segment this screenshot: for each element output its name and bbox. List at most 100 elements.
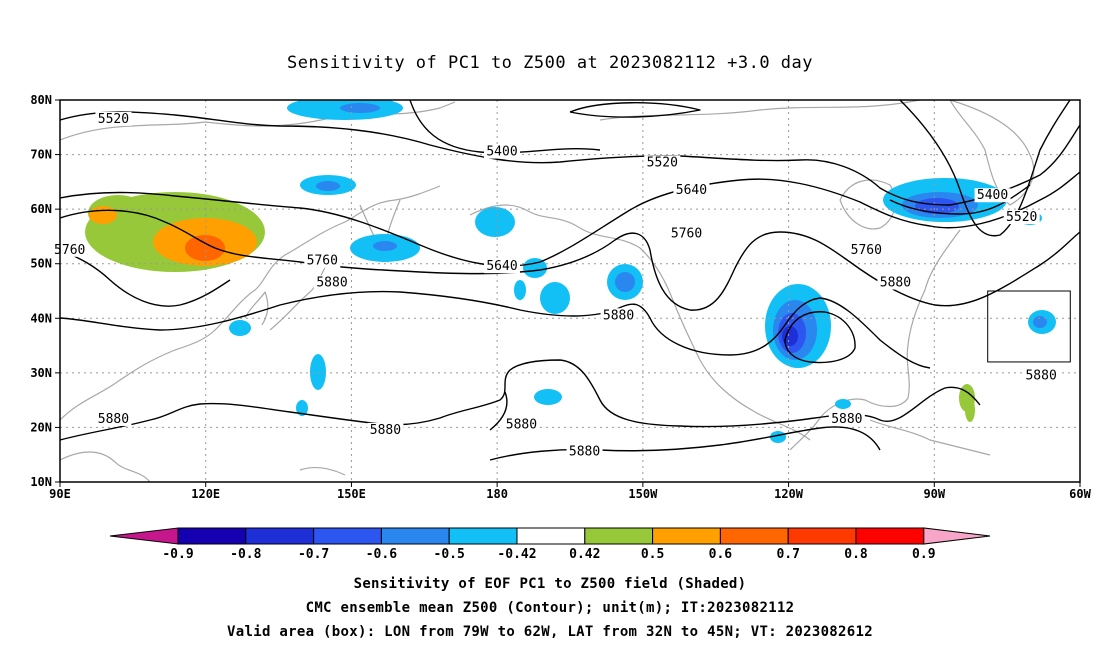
valid-area-box [987,290,1071,363]
lon-tick-label: 150E [337,487,366,501]
footer-line-3: Valid area (box): LON from 79W to 62W, L… [227,624,873,640]
lon-tick-label: 180 [486,487,508,501]
coast-alaska [469,204,641,249]
colorbar-low-extension [109,527,179,545]
lon-tick-label: 120W [774,487,804,501]
contour-5520-north [60,111,1080,206]
colorbar-tick-label: -0.5 [434,547,465,562]
lat-tick-label: 20N [30,420,52,434]
contour-5880-cut-off [784,311,856,364]
lon-tick-label: 60W [1069,487,1091,501]
lat-tick-label: 40N [30,311,52,325]
contour-label-halo [304,253,341,268]
contour-label: 5760 [51,242,88,258]
coast-caribbean [869,419,991,456]
map-panel: 5520 5400 5520 5640 5760 5760 5400 5520 5760 5760… [51,99,1081,483]
sensitivity-patch [340,103,380,113]
lon-tick-label: 150W [628,487,658,501]
contour-label-text: 5760 [307,254,338,269]
contour-label-text: 5880 [370,423,401,438]
contour-label-text: 5640 [486,259,517,274]
contour-label-halo [367,422,404,437]
contour-label-halo [95,411,132,426]
contour-5760-west-lobe [60,249,231,307]
contour-label: 5880 [828,411,865,427]
contour-label: 5760 [304,253,341,269]
figure-title: Sensitivity of PC1 to Z500 at 2023082112… [287,53,813,73]
contour-label-halo [1023,368,1060,383]
map-background [60,100,1080,482]
contour-label-halo [668,226,705,241]
sensitivity-patch [835,399,851,409]
colorbar: -0.9 -0.8 -0.7 -0.6 -0.5 -0.42 0.42 0.5 0.6 0.7 0.… [109,527,991,562]
sensitivity-patch [965,398,975,422]
contour-label: 5880 [877,275,914,291]
colorbar-tick-label: -0.7 [298,547,329,562]
lat-tick-label: 80N [30,93,52,107]
lon-tick-label: 90W [923,487,945,501]
coast-na-west [639,247,811,441]
contour-label-halo [877,275,914,290]
sensitivity-patch [296,400,308,416]
sensitivity-patch [615,272,635,292]
colorbar-tick-label: 0.7 [776,547,799,562]
colorbar-bin [516,527,586,545]
footer-line-2: CMC ensemble mean Z500 (Contour); unit(m… [306,600,795,616]
colorbar-bin [245,527,315,545]
contour-5880-tropics [489,426,881,461]
contour-5520-east [889,184,1031,215]
colorbar-bin [313,527,382,545]
colorbar-bin [177,527,247,545]
colorbar-bin [584,527,654,545]
colorbar-bin [719,527,789,545]
contour-label: 5880 [503,417,540,432]
coast-japan [269,261,329,331]
contour-label-halo [600,308,637,323]
lat-tick-label: 60N [30,202,52,216]
colorbar-bin [448,527,518,545]
contour-label: 5880 [367,422,404,438]
contour-label: 5520 [1003,210,1040,225]
contour-label-halo [644,155,681,170]
contour-5880-mid [489,391,508,431]
contour-label-halo [1003,210,1040,225]
contour-5400-east [899,100,1071,237]
coast-greenland [949,100,1035,206]
colorbar-tick-label: -0.6 [366,547,397,562]
contour-5400-arctic [569,102,701,118]
contour-label-halo [848,242,885,257]
colorbar-tick-label: -0.42 [497,547,536,562]
contour-label-text: 5880 [603,308,634,323]
colorbar-high-extension [923,527,991,545]
contour-labels: 5520 5400 5520 5640 5760 5760 5400 5520 5760 5760… [51,111,1060,460]
contour-5400-west [409,100,601,154]
contour-label-halo [828,411,865,426]
sensitivity-patch [310,354,326,390]
colorbar-bin [787,527,857,545]
contour-label: 5880 [314,275,350,291]
contour-label-text: 5400 [977,188,1008,203]
colorbar-tick-label: -0.8 [230,547,261,562]
grid-lines [60,100,1081,482]
colorbar-bin [652,527,721,545]
coast-na-east [789,229,961,451]
contour-label: 5640 [484,259,520,274]
contour-label-text: 5880 [569,445,600,460]
contour-label-text: 5640 [676,183,707,198]
sensitivity-patch [514,280,526,300]
contour-label-text: 5880 [1025,368,1056,383]
lat-tick-label: 30N [30,366,52,380]
contour-label: 5640 [673,182,710,198]
lon-tick-label: 120E [191,487,220,501]
sensitivity-patch [915,198,959,214]
contour-label-text: 5760 [671,226,702,241]
coast-east-asia [60,185,441,421]
contour-label-halo [974,188,1011,203]
colorbar-bin [855,527,925,545]
contour-label-halo [95,111,132,126]
colorbar-tick-label: 0.9 [912,547,935,562]
colorbar-tick-label: 0.42 [569,547,600,562]
sensitivity-patch [540,282,570,314]
sensitivity-patch [185,235,225,261]
sensitivity-patch [1033,316,1047,328]
